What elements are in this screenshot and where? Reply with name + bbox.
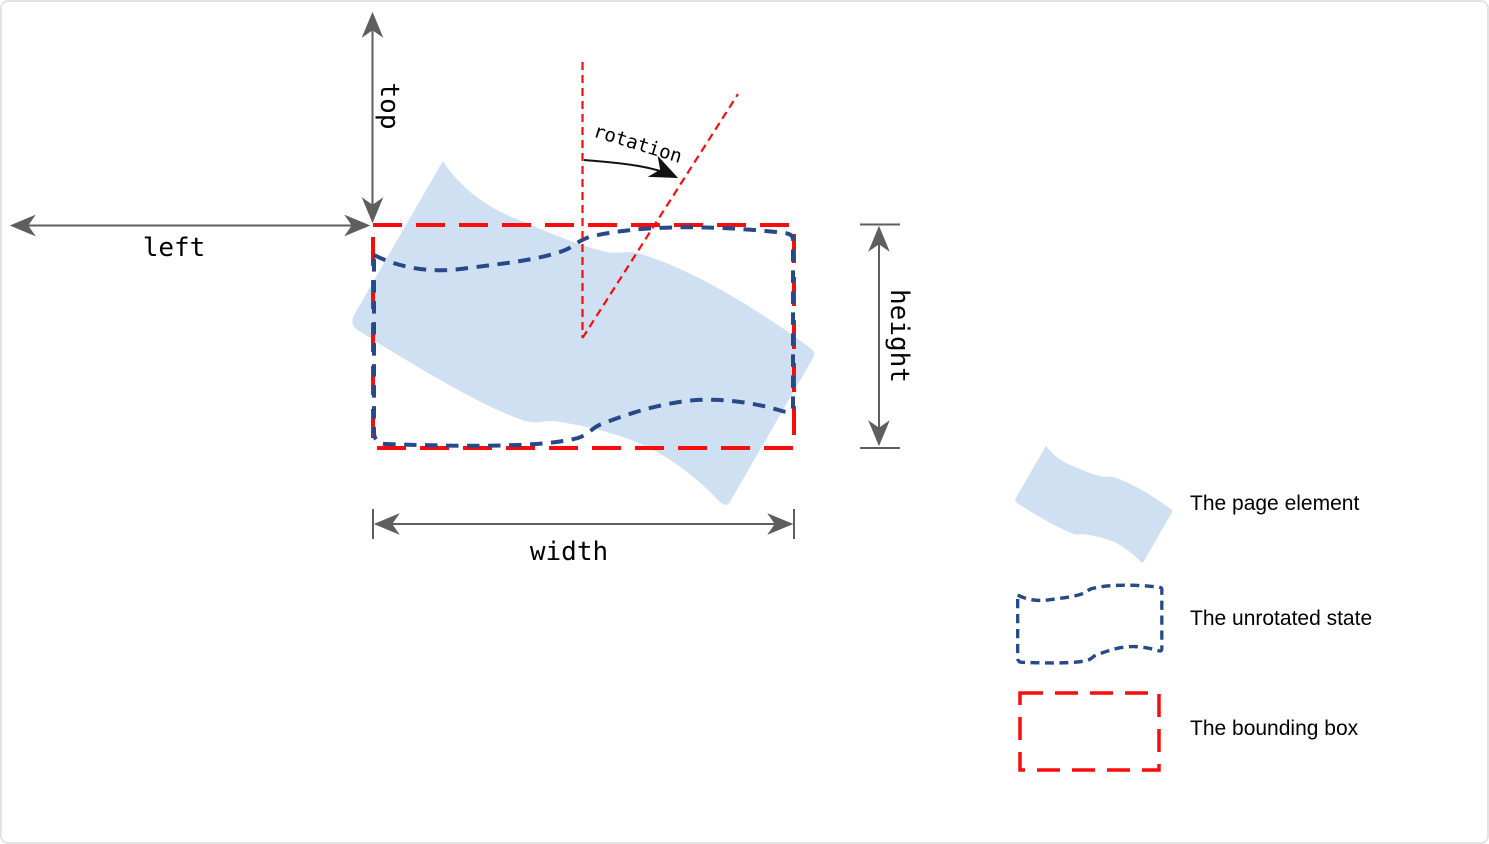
legend-item-bounding-box: The bounding box [1018, 691, 1359, 772]
legend-page-element-swatch [1013, 437, 1175, 574]
legend-unrotated-state-label: The unrotated state [1190, 607, 1372, 630]
legend-item-unrotated-state: The unrotated state [1015, 583, 1372, 665]
width-label: width [530, 537, 608, 567]
rotation-arc-arrow [583, 155, 679, 178]
left-label: left [143, 233, 206, 263]
legend-page-element-label: The page element [1190, 492, 1359, 515]
height-label: height [884, 289, 914, 383]
legend-unrotated-state-swatch [1015, 583, 1164, 665]
rotation-angle-line [581, 93, 739, 339]
legend-bounding-box-label: The bounding box [1190, 717, 1359, 740]
top-label: top [374, 83, 404, 130]
legend-bounding-box-swatch [1018, 691, 1161, 772]
legend-item-page-element: The page element [1013, 437, 1359, 574]
rotation-label: rotation [591, 120, 685, 168]
legend: The page element The unrotated state The… [1013, 437, 1372, 772]
